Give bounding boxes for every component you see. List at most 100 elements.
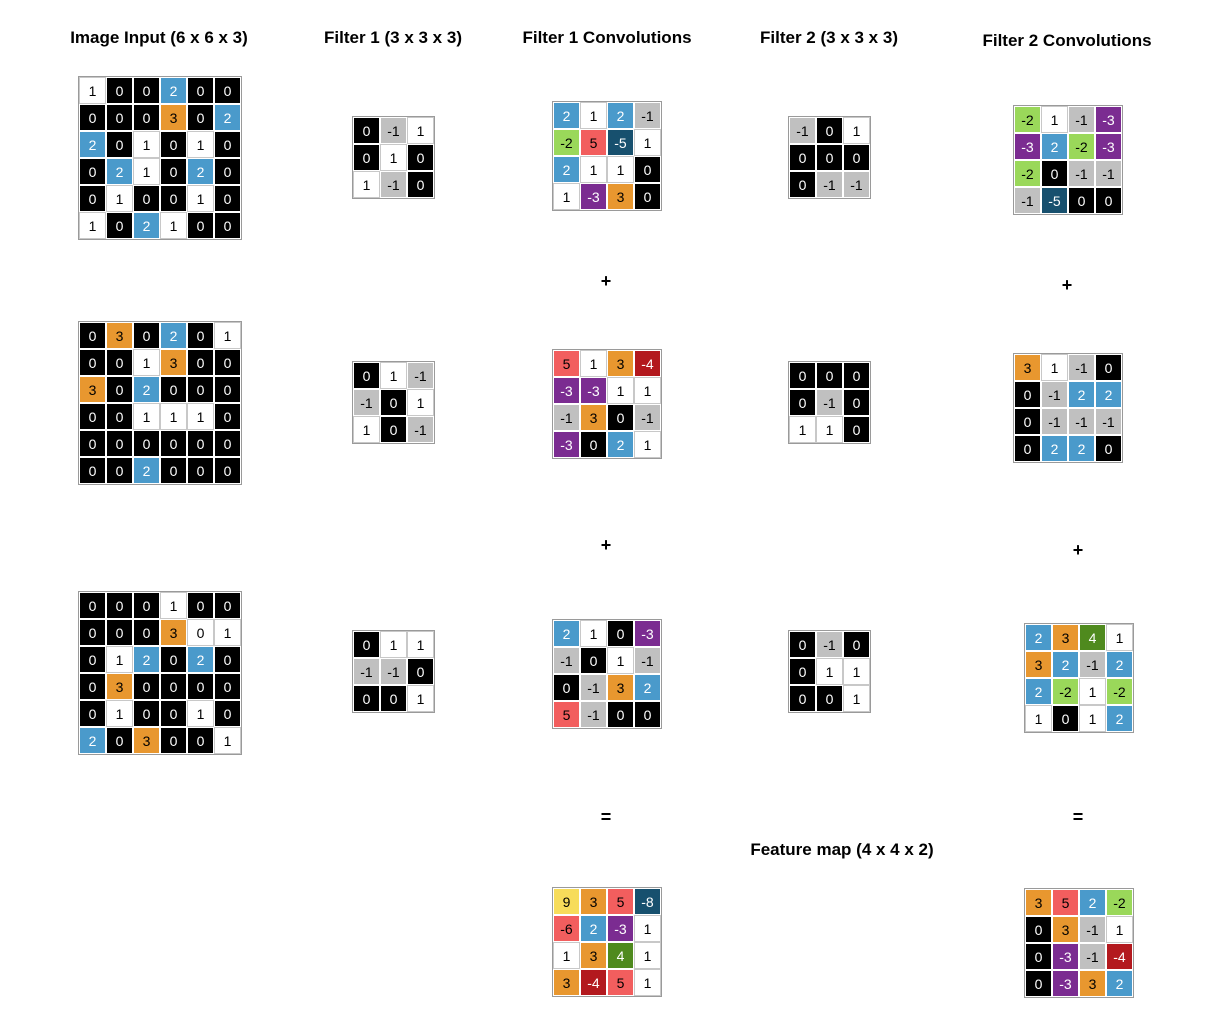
matrix-cell: -1 — [1068, 408, 1095, 435]
matrix-cell: -2 — [1014, 106, 1041, 133]
matrix-cell: 2 — [106, 158, 133, 185]
matrix-cell: -2 — [1052, 678, 1079, 705]
matrix-cell: 0 — [106, 349, 133, 376]
filter-2-convolution-1-matrix: -2 1 -1 -3 -3 2 -2 -3 -2 0 -1 -1 -1 -5 0 0 — [1013, 105, 1123, 215]
matrix-cell: 1 — [106, 700, 133, 727]
matrix-cell: 5 — [1052, 889, 1079, 916]
matrix-cell: 0 — [1025, 916, 1052, 943]
matrix-cell: 0 — [133, 322, 160, 349]
matrix-cell: 0 — [816, 362, 843, 389]
matrix-cell: 0 — [214, 457, 241, 484]
matrix-cell: 2 — [553, 156, 580, 183]
matrix-cell: 2 — [79, 131, 106, 158]
matrix-cell: 0 — [79, 403, 106, 430]
matrix-cell: -1 — [580, 701, 607, 728]
matrix-cell: -2 — [1106, 678, 1133, 705]
matrix-cell: 1 — [160, 592, 187, 619]
matrix-cell: 0 — [187, 376, 214, 403]
matrix-cell: 0 — [214, 673, 241, 700]
matrix-cell: 2 — [187, 158, 214, 185]
matrix-cell: -3 — [607, 915, 634, 942]
title-filter-2: Filter 2 (3 x 3 x 3) — [760, 28, 898, 47]
matrix-cell: -3 — [1052, 943, 1079, 970]
matrix-cell: 0 — [106, 727, 133, 754]
matrix-cell: 0 — [380, 416, 407, 443]
matrix-cell: 0 — [79, 158, 106, 185]
matrix-cell: -1 — [380, 117, 407, 144]
matrix-cell: 2 — [607, 431, 634, 458]
matrix-cell: 0 — [106, 457, 133, 484]
matrix-cell: 0 — [1014, 435, 1041, 462]
matrix-cell: 3 — [607, 674, 634, 701]
matrix-cell: -1 — [553, 404, 580, 431]
matrix-cell: 1 — [133, 131, 160, 158]
filter-1-convolution-3-matrix: 2 1 0 -3 -1 0 1 -1 0 -1 3 2 5 -1 0 0 — [552, 619, 662, 729]
matrix-cell: 1 — [1041, 106, 1068, 133]
matrix-cell: 2 — [79, 727, 106, 754]
matrix-cell: 0 — [214, 349, 241, 376]
matrix-cell: 1 — [133, 403, 160, 430]
matrix-cell: -1 — [634, 404, 661, 431]
matrix-cell: 0 — [214, 646, 241, 673]
matrix-cell: 3 — [1025, 651, 1052, 678]
matrix-cell: 0 — [187, 592, 214, 619]
matrix-cell: 1 — [187, 403, 214, 430]
matrix-cell: 0 — [214, 131, 241, 158]
matrix-cell: 0 — [1025, 970, 1052, 997]
matrix-cell: -1 — [1079, 943, 1106, 970]
matrix-cell: 1 — [187, 700, 214, 727]
matrix-cell: 1 — [634, 431, 661, 458]
matrix-cell: 3 — [553, 969, 580, 996]
feature-map-1-matrix: 9 3 5 -8 -6 2 -3 1 1 3 4 1 3 -4 5 1 — [552, 887, 662, 997]
filter-1-convolution-1-matrix: 2 1 2 -1 -2 5 -5 1 2 1 1 0 1 -3 3 0 — [552, 101, 662, 211]
matrix-cell: 0 — [214, 403, 241, 430]
matrix-cell: 2 — [553, 620, 580, 647]
matrix-cell: 3 — [1025, 889, 1052, 916]
matrix-cell: 0 — [843, 416, 870, 443]
matrix-cell: 0 — [353, 144, 380, 171]
matrix-cell: -4 — [580, 969, 607, 996]
matrix-cell: -5 — [1041, 187, 1068, 214]
matrix-cell: 0 — [1095, 187, 1122, 214]
title-filter-1: Filter 1 (3 x 3 x 3) — [324, 28, 462, 47]
matrix-cell: 0 — [187, 104, 214, 131]
matrix-cell: 2 — [1079, 889, 1106, 916]
matrix-cell: 0 — [133, 430, 160, 457]
equals-sign: = — [600, 807, 612, 827]
matrix-cell: 0 — [133, 700, 160, 727]
matrix-cell: 0 — [160, 131, 187, 158]
matrix-cell: 0 — [634, 701, 661, 728]
matrix-cell: 1 — [1025, 705, 1052, 732]
matrix-cell: 0 — [634, 183, 661, 210]
matrix-cell: 2 — [1106, 705, 1133, 732]
matrix-cell: 0 — [1014, 381, 1041, 408]
matrix-cell: 0 — [789, 685, 816, 712]
matrix-cell: 1 — [634, 129, 661, 156]
matrix-cell: -1 — [1079, 651, 1106, 678]
plus-sign: + — [600, 271, 612, 291]
matrix-cell: 0 — [160, 430, 187, 457]
matrix-cell: 5 — [580, 129, 607, 156]
matrix-cell: 0 — [187, 349, 214, 376]
matrix-cell: 3 — [580, 942, 607, 969]
matrix-cell: -1 — [1068, 106, 1095, 133]
matrix-cell: -3 — [1095, 133, 1122, 160]
matrix-cell: 1 — [553, 183, 580, 210]
matrix-cell: 0 — [1095, 354, 1122, 381]
matrix-cell: 0 — [106, 77, 133, 104]
matrix-cell: 0 — [79, 430, 106, 457]
matrix-cell: 2 — [1041, 133, 1068, 160]
matrix-cell: 0 — [160, 457, 187, 484]
filter-2-channel-3-matrix: 0 -1 0 0 1 1 0 0 1 — [788, 630, 871, 713]
matrix-cell: 9 — [553, 888, 580, 915]
matrix-cell: -1 — [1041, 381, 1068, 408]
matrix-cell: 1 — [214, 727, 241, 754]
title-feature-map: Feature map (4 x 4 x 2) — [750, 840, 934, 859]
matrix-cell: -1 — [1095, 160, 1122, 187]
matrix-cell: -1 — [380, 658, 407, 685]
matrix-cell: 0 — [789, 171, 816, 198]
matrix-cell: 0 — [1095, 435, 1122, 462]
matrix-cell: 0 — [133, 592, 160, 619]
matrix-cell: 0 — [187, 727, 214, 754]
